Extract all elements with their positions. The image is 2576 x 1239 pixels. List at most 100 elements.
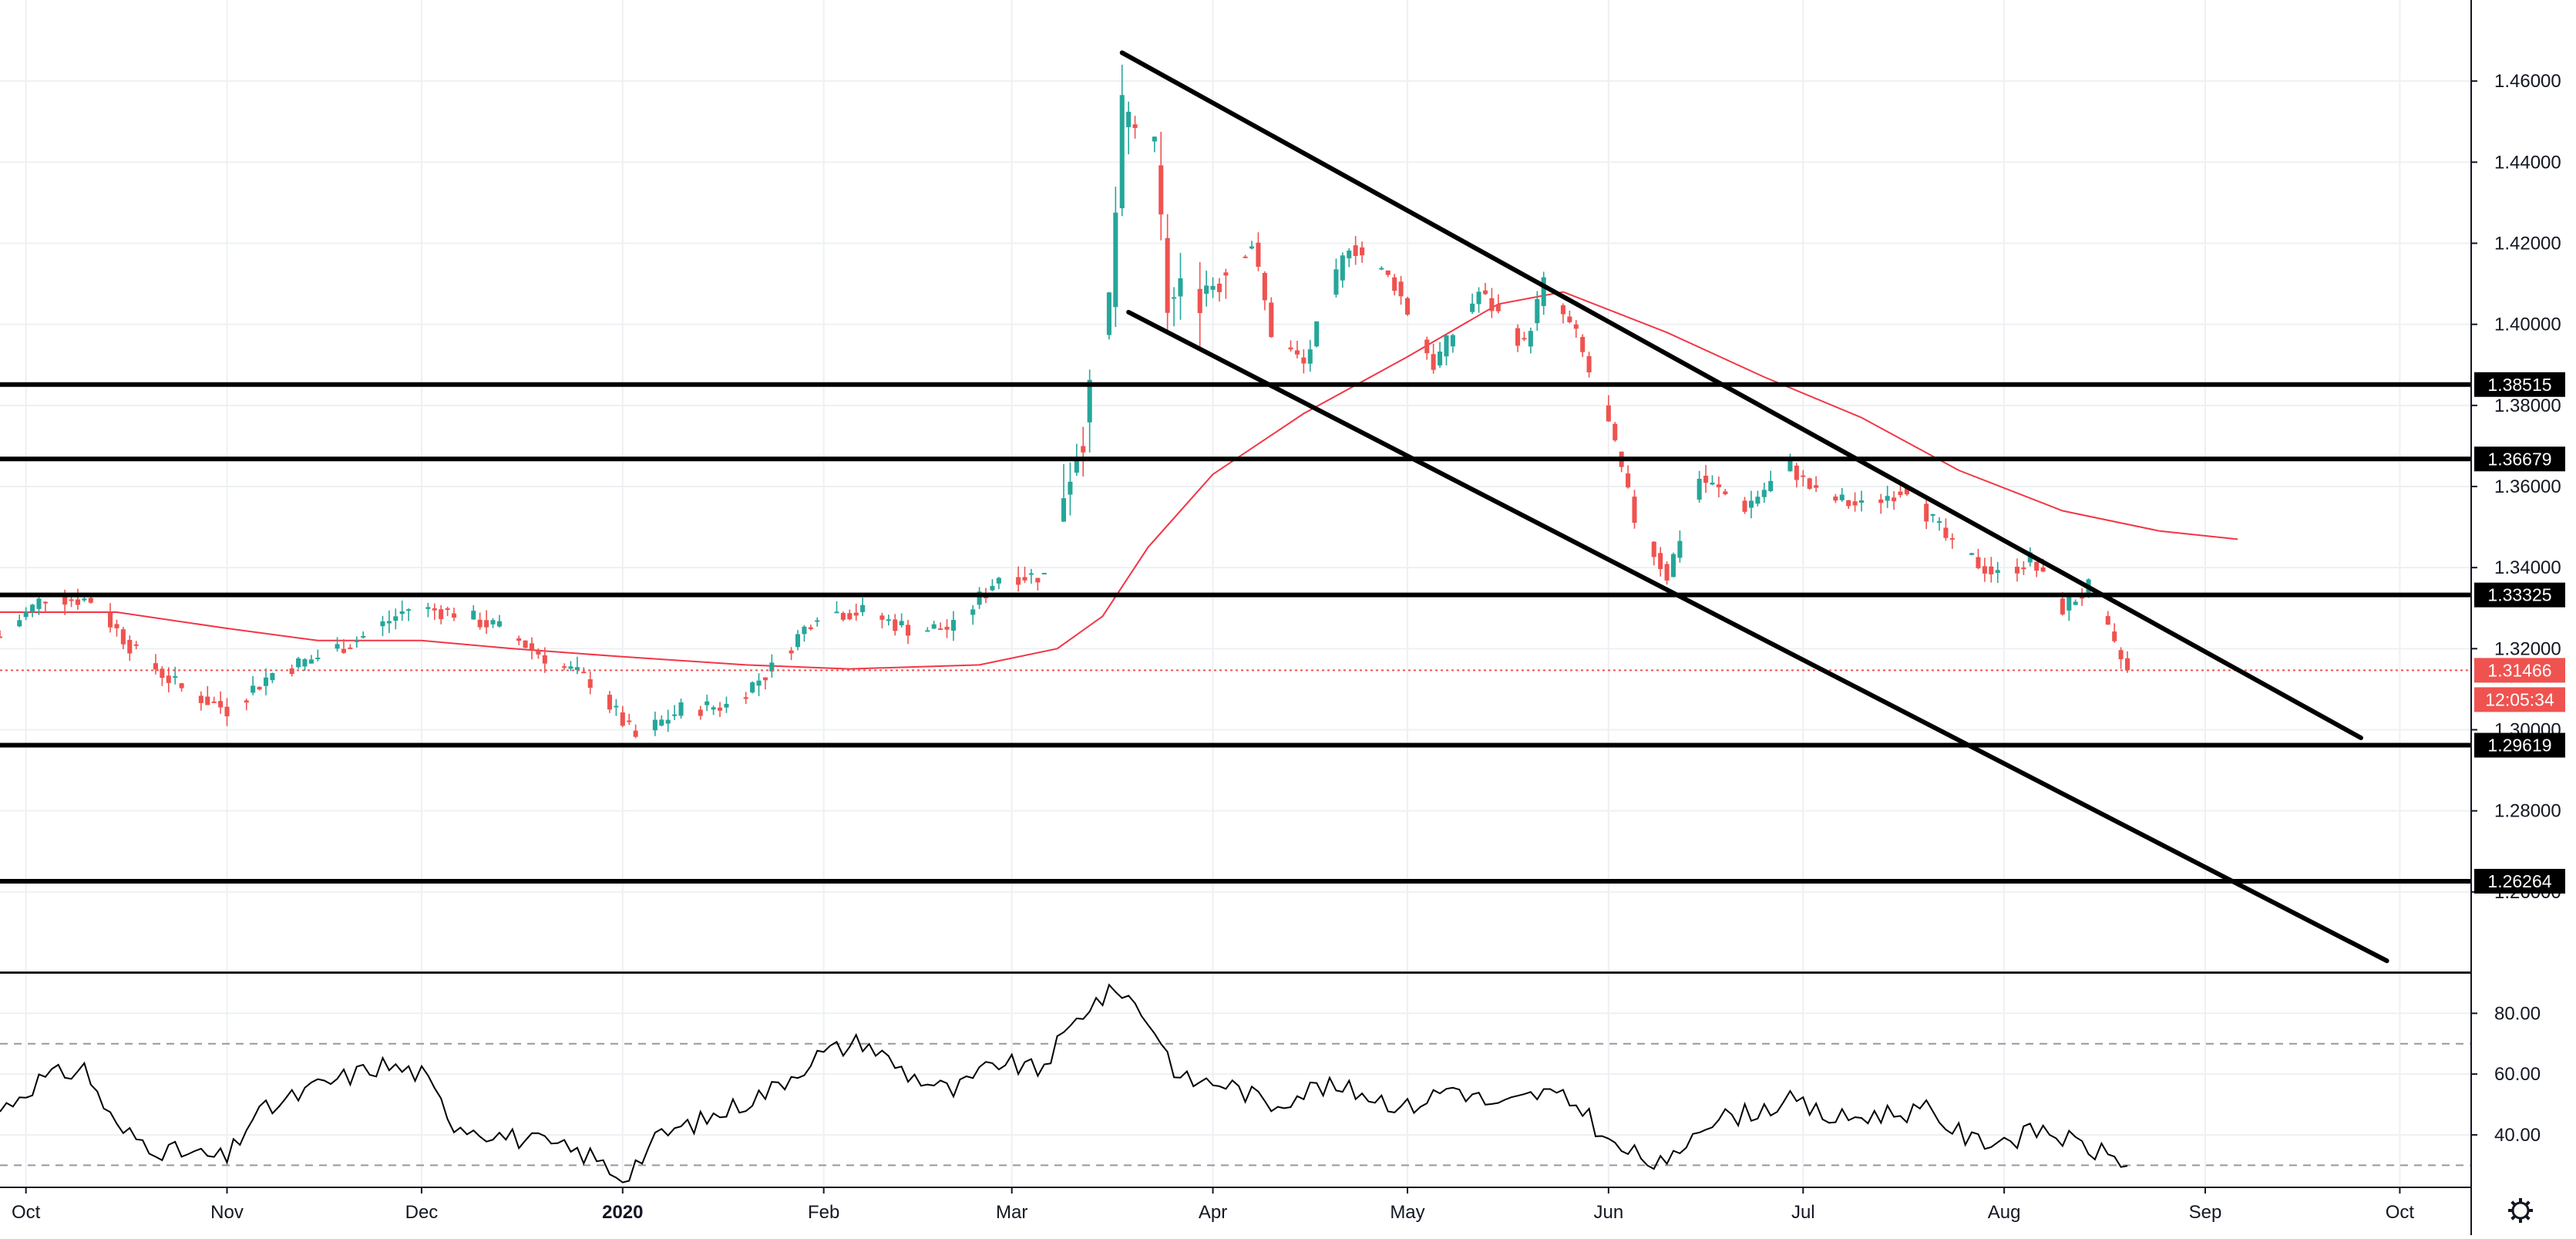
candle-down: [944, 627, 950, 630]
candle-down: [1016, 577, 1021, 585]
candle-down: [607, 695, 613, 710]
gear-icon[interactable]: [2508, 1198, 2533, 1223]
price-tick-label: 1.36000: [2494, 476, 2561, 497]
candle-down: [1989, 566, 1994, 574]
osc-tick-label: 40.00: [2494, 1125, 2541, 1146]
time-tick-label: Sep: [2189, 1202, 2222, 1223]
candle-down: [153, 663, 158, 670]
level-badge: 1.29619: [2487, 736, 2551, 756]
candle-down: [1398, 281, 1404, 297]
candle-down: [1022, 577, 1027, 581]
candle-down: [1522, 338, 1527, 340]
candle-down: [1165, 237, 1170, 313]
candle-down: [1431, 354, 1436, 370]
candle-up: [860, 604, 866, 612]
level-badge-background: [2474, 732, 2565, 758]
candle-down: [1658, 553, 1663, 570]
candle-down: [1742, 500, 1747, 512]
countdown-badge-background: [2474, 687, 2565, 712]
gear-icon-tooth: [2510, 1214, 2517, 1220]
time-tick-label: Mar: [996, 1202, 1027, 1223]
candle-up: [380, 621, 385, 627]
candle-down: [1495, 304, 1501, 311]
candle-up: [574, 667, 580, 670]
moving-average-line: [0, 291, 2238, 670]
candle-down: [211, 701, 217, 703]
time-tick-label: 2020: [602, 1202, 643, 1223]
gear-icon-tooth: [2510, 1200, 2517, 1207]
candle-up: [1787, 460, 1793, 472]
candle-up: [1340, 255, 1345, 281]
candle-up: [950, 620, 956, 631]
candle-up: [1113, 212, 1118, 308]
osc-tick-label: 80.00: [2494, 1003, 2541, 1024]
candle-down: [198, 695, 203, 703]
candle-down: [523, 640, 528, 648]
price-tick-label: 1.34000: [2494, 557, 2561, 578]
gear-icon-tooth: [2524, 1214, 2531, 1220]
candle-up: [296, 658, 301, 668]
candle-down: [2080, 597, 2085, 599]
candle-down: [893, 619, 898, 631]
time-tick-label: Aug: [1988, 1202, 2021, 1223]
time-tick-label: Jul: [1791, 1202, 1815, 1223]
candle-down: [1560, 305, 1565, 315]
candle-up: [1307, 349, 1313, 364]
candle-up: [1126, 111, 1132, 127]
candle-down: [179, 683, 184, 689]
candle-down: [1898, 491, 1903, 496]
candle-up: [1068, 481, 1073, 495]
candle-down: [1716, 484, 1721, 488]
candle-up: [361, 635, 366, 638]
candle-up: [173, 676, 178, 678]
candle-up: [263, 677, 269, 686]
candle-up: [1839, 494, 1845, 500]
level-badge-background: [2474, 372, 2565, 397]
candle-down: [581, 672, 587, 674]
candle-down: [1807, 478, 1812, 489]
candle-down: [1035, 577, 1041, 583]
candle-down: [627, 720, 632, 722]
candle-down: [1878, 499, 1884, 503]
candle-down: [2060, 598, 2065, 614]
time-tick-label: Oct: [2386, 1202, 2415, 1223]
candle-down: [906, 625, 911, 636]
candle-down: [62, 594, 68, 605]
time-tick-label: Dec: [405, 1202, 439, 1223]
candle-up: [1041, 573, 1047, 575]
candle-down: [1288, 347, 1293, 350]
candle-down: [529, 643, 535, 650]
candle-down: [1159, 165, 1164, 215]
candle-down: [69, 599, 74, 601]
candle-up: [705, 701, 710, 705]
candle-down: [1892, 497, 1897, 502]
candle-down: [42, 601, 48, 604]
candle-up: [1697, 479, 1702, 500]
candle-down: [0, 636, 3, 638]
candle-up: [1969, 553, 1975, 555]
time-tick-label: Apr: [1199, 1202, 1227, 1223]
level-badge-background: [2474, 868, 2565, 894]
candle-up: [399, 611, 405, 614]
pane-separator: [0, 971, 2471, 974]
candle-down: [2112, 631, 2117, 641]
level-badge-background: [2474, 582, 2565, 608]
candle-up: [931, 624, 937, 629]
candle-up: [769, 662, 775, 672]
candle-down: [2124, 658, 2130, 671]
candle-down: [1586, 355, 1592, 372]
trendline: [1119, 50, 2363, 741]
candle-up: [665, 719, 671, 724]
candle-down: [348, 647, 353, 649]
candle-down: [1852, 501, 1858, 506]
candle-down: [244, 700, 249, 703]
time-tick-label: Feb: [808, 1202, 839, 1223]
candle-up: [711, 707, 716, 710]
candle-down: [289, 668, 294, 675]
candle-up: [315, 657, 321, 659]
candle-up: [1061, 498, 1067, 522]
candle-up: [1535, 298, 1540, 324]
candle-up: [335, 644, 340, 649]
